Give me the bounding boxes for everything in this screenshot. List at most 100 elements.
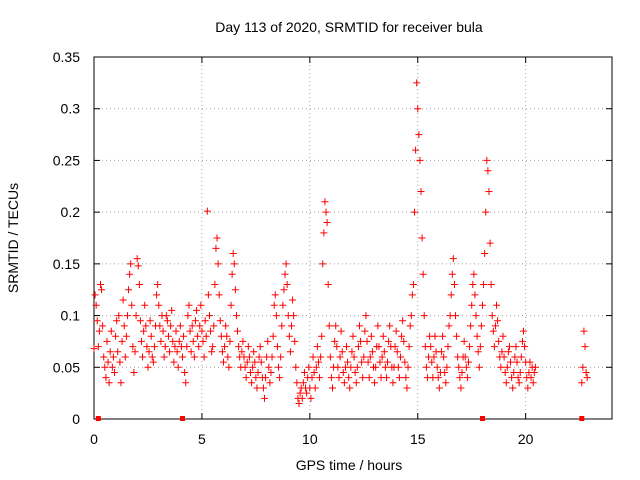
- data-point: [437, 348, 445, 356]
- data-point: [98, 286, 106, 294]
- data-point: [493, 301, 501, 309]
- data-point: [205, 312, 213, 320]
- data-point: [529, 379, 537, 387]
- data-point: [136, 317, 144, 325]
- data-point: [520, 327, 528, 335]
- data-point: [265, 363, 273, 371]
- data-point: [456, 374, 464, 382]
- data-point: [428, 358, 436, 366]
- data-point: [314, 358, 322, 366]
- data-point: [104, 358, 112, 366]
- data-point: [218, 348, 226, 356]
- x-tick-labels: 0 5 10 15 20: [90, 431, 534, 447]
- data-point: [273, 343, 281, 351]
- data-point: [94, 343, 102, 351]
- data-point: [141, 301, 149, 309]
- data-point: [186, 327, 194, 335]
- data-point: [131, 348, 139, 356]
- data-point: [332, 322, 340, 330]
- zero-marker: [480, 416, 485, 421]
- y-tick-labels: 0 0.05 0.1 0.15 0.2 0.25 0.3 0.35: [53, 49, 80, 427]
- data-point: [255, 353, 263, 361]
- data-point: [162, 312, 170, 320]
- data-point: [107, 327, 115, 335]
- data-point: [393, 348, 401, 356]
- data-point: [461, 353, 469, 361]
- data-point: [197, 301, 205, 309]
- data-point: [176, 322, 184, 330]
- data-point: [299, 379, 307, 387]
- data-point: [234, 327, 242, 335]
- data-point: [111, 368, 119, 376]
- data-point: [481, 250, 489, 258]
- data-point: [509, 384, 517, 392]
- data-point: [401, 358, 409, 366]
- data-point: [154, 281, 162, 289]
- data-point: [581, 343, 589, 351]
- y-tick-label: 0.35: [53, 49, 80, 65]
- data-point: [133, 255, 141, 263]
- data-point: [293, 379, 301, 387]
- data-point: [414, 105, 422, 113]
- data-point: [129, 343, 137, 351]
- data-point: [485, 187, 493, 195]
- data-point: [486, 239, 494, 247]
- data-point: [286, 348, 294, 356]
- data-point: [127, 260, 135, 268]
- data-point: [93, 317, 101, 325]
- data-point: [357, 337, 365, 345]
- data-point: [365, 374, 373, 382]
- data-point: [322, 208, 330, 216]
- data-point: [579, 363, 587, 371]
- data-point: [159, 327, 167, 335]
- data-point: [204, 291, 212, 299]
- data-point: [246, 368, 254, 376]
- data-point: [187, 348, 195, 356]
- data-point: [148, 353, 156, 361]
- data-point: [174, 363, 182, 371]
- data-point: [103, 337, 111, 345]
- data-point: [285, 332, 293, 340]
- data-point: [188, 322, 196, 330]
- data-point: [324, 281, 332, 289]
- data-point: [106, 348, 114, 356]
- data-point: [464, 358, 472, 366]
- data-point: [241, 363, 249, 371]
- data-point: [90, 345, 98, 353]
- data-point: [254, 368, 262, 376]
- data-point: [460, 337, 468, 345]
- data-point: [355, 322, 363, 330]
- data-point: [476, 343, 484, 351]
- data-point: [344, 358, 352, 366]
- y-axis-label: SRMTID / TECUs: [5, 183, 21, 293]
- data-point: [250, 348, 258, 356]
- data-point: [469, 281, 477, 289]
- data-point: [281, 270, 289, 278]
- data-point: [128, 301, 136, 309]
- data-point: [196, 322, 204, 330]
- data-point: [244, 343, 252, 351]
- data-point: [405, 343, 413, 351]
- data-point: [502, 379, 510, 387]
- data-point: [209, 343, 217, 351]
- data-point: [392, 327, 400, 335]
- data-point: [231, 286, 239, 294]
- y-tick-label: 0: [72, 411, 80, 427]
- data-point: [96, 281, 104, 289]
- data-point: [512, 343, 520, 351]
- data-point: [105, 379, 113, 387]
- data-point: [259, 384, 267, 392]
- data-point: [411, 208, 419, 216]
- data-point: [518, 337, 526, 345]
- data-point: [120, 322, 128, 330]
- data-point: [223, 332, 231, 340]
- data-point: [182, 379, 190, 387]
- data-point: [169, 337, 177, 345]
- data-point: [419, 270, 427, 278]
- data-point: [147, 332, 155, 340]
- data-point: [270, 301, 278, 309]
- data-point: [181, 368, 189, 376]
- data-point: [198, 327, 206, 335]
- data-point: [483, 156, 491, 164]
